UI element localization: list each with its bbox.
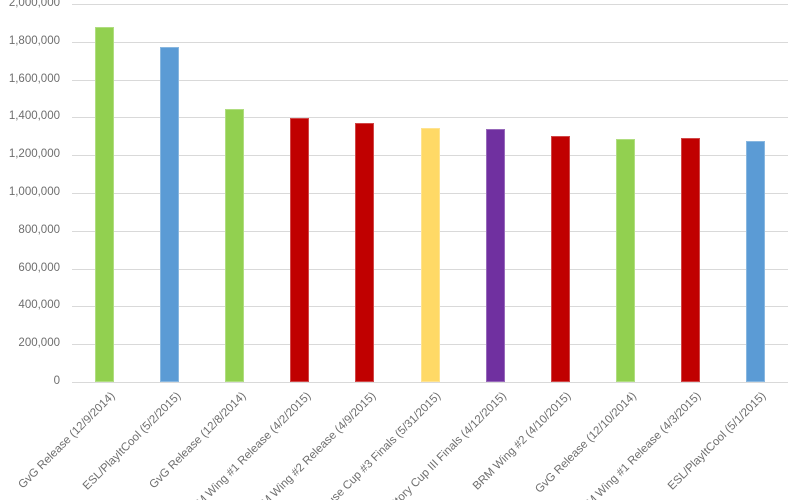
bar-10	[680, 138, 700, 382]
bar-3	[225, 108, 245, 382]
y-tick-label: 1,000,000	[8, 186, 60, 198]
bar-5	[355, 123, 375, 382]
y-tick-label: 1,400,000	[8, 110, 60, 123]
category-label: BRM Wing #1 Release (4/3/2015)	[573, 390, 704, 500]
y-tick-label: 800,000	[18, 223, 60, 236]
gridline	[72, 41, 788, 43]
y-tick-label: 1,600,000	[8, 72, 60, 85]
y-tick-label: 1,800,000	[8, 34, 60, 47]
gridline	[72, 79, 788, 81]
y-tick-label: 1,200,000	[8, 148, 60, 161]
category-label: BRM Wing #1 Release (4/2/2015)	[183, 390, 314, 500]
bar-4	[290, 118, 310, 382]
y-tick-label: 400,000	[18, 299, 60, 312]
y-tick-label: 2,000,000	[8, 0, 60, 9]
bar-2	[160, 46, 180, 382]
gridline	[72, 117, 788, 119]
y-tick-label: 200,000	[18, 337, 60, 350]
bar-8	[550, 136, 570, 382]
bar-1	[95, 26, 115, 382]
y-tick-label: 600,000	[18, 261, 60, 274]
gridline	[72, 4, 788, 5]
bar-9	[615, 139, 635, 382]
bar-11	[745, 141, 765, 382]
category-label: BRM Wing #2 Release (4/9/2015)	[248, 390, 379, 500]
bar-7	[485, 128, 505, 382]
bar-6	[420, 127, 440, 382]
y-tick-label: 0	[53, 375, 60, 387]
gridline	[72, 382, 788, 383]
